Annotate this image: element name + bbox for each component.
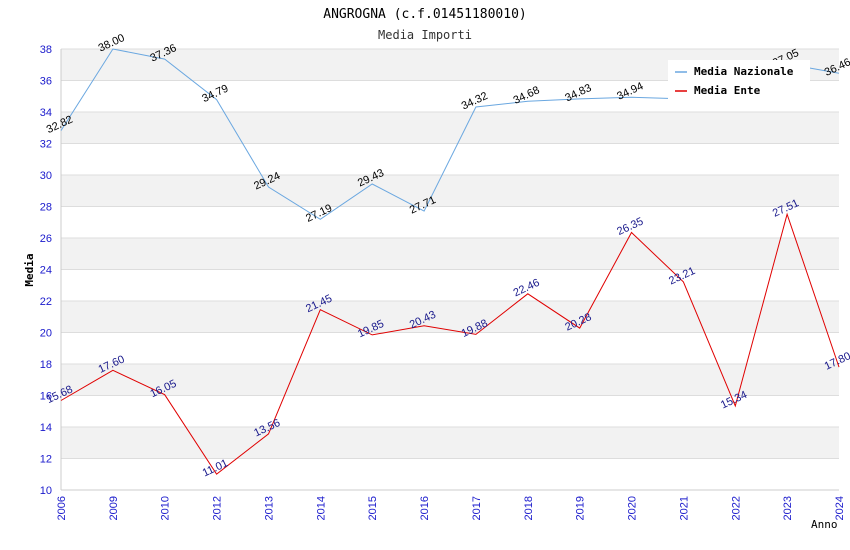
legend: Media Nazionale Media Ente <box>668 60 810 104</box>
y-tick-label: 14 <box>40 422 52 434</box>
grid-band <box>61 238 839 270</box>
y-tick-label: 16 <box>40 391 52 403</box>
x-tick-label: 2019 <box>575 496 587 520</box>
chart-subtitle: Media Importi <box>378 28 472 42</box>
grid-band <box>61 175 839 207</box>
legend-label-media-ente: Media Ente <box>694 84 761 97</box>
y-tick-label: 38 <box>40 44 52 56</box>
y-tick-label: 34 <box>40 107 52 119</box>
series-line-media-ente <box>60 212 840 475</box>
grid-band <box>61 269 839 301</box>
x-tick-label: 2021 <box>678 496 690 520</box>
grid-band <box>61 395 839 427</box>
grid-lines <box>61 48 839 491</box>
x-tick-label: 2015 <box>367 496 379 520</box>
grid-band <box>61 206 839 238</box>
x-tick-label: 2024 <box>834 496 846 520</box>
y-tick-label: 18 <box>40 359 52 371</box>
grid-band <box>61 364 839 396</box>
x-tick-label: 2016 <box>419 496 431 520</box>
x-tick-label: 2014 <box>315 496 327 520</box>
x-tick-label: 2022 <box>730 496 742 520</box>
y-tick-label: 22 <box>40 296 52 308</box>
x-tick-label: 2023 <box>782 496 794 520</box>
axes <box>60 49 839 491</box>
y-tick-label: 28 <box>40 202 52 214</box>
x-tick-label: 2018 <box>523 496 535 520</box>
y-tick-label: 30 <box>40 170 52 182</box>
legend-background <box>668 60 810 104</box>
y-tick-label: 36 <box>40 76 52 88</box>
grid-band <box>61 301 839 333</box>
y-tick-label: 26 <box>40 233 52 245</box>
grid-band <box>61 427 839 459</box>
y-axis-ticks: 10 12 14 16 18 20 22 24 26 28 30 32 34 36 38 <box>40 44 52 497</box>
x-tick-label: 2012 <box>212 496 224 520</box>
y-tick-label: 12 <box>40 454 52 466</box>
grid-band <box>61 332 839 364</box>
x-tick-label: 2020 <box>627 496 639 520</box>
x-tick-label: 2010 <box>160 496 172 520</box>
y-tick-label: 32 <box>40 139 52 151</box>
y-tick-label: 24 <box>40 265 52 277</box>
x-tick-label: 2009 <box>108 496 120 520</box>
grid-band <box>61 112 839 144</box>
grid-band <box>61 458 839 490</box>
grid-bands <box>61 49 839 490</box>
x-axis-title: Anno <box>811 518 838 531</box>
x-tick-label: 2017 <box>471 496 483 520</box>
legend-label-media-nazionale: Media Nazionale <box>694 65 794 78</box>
x-tick-label: 2006 <box>56 496 68 520</box>
y-tick-label: 10 <box>40 485 52 497</box>
y-tick-label: 20 <box>40 328 52 340</box>
chart-title: ANGROGNA (c.f.01451180010) <box>323 7 527 22</box>
x-axis-ticks: 2006 2009 2010 2012 2013 2014 2015 2016 2017 2018… <box>56 496 846 520</box>
x-tick-label: 2013 <box>263 496 275 520</box>
y-axis-title: Media <box>23 253 36 286</box>
